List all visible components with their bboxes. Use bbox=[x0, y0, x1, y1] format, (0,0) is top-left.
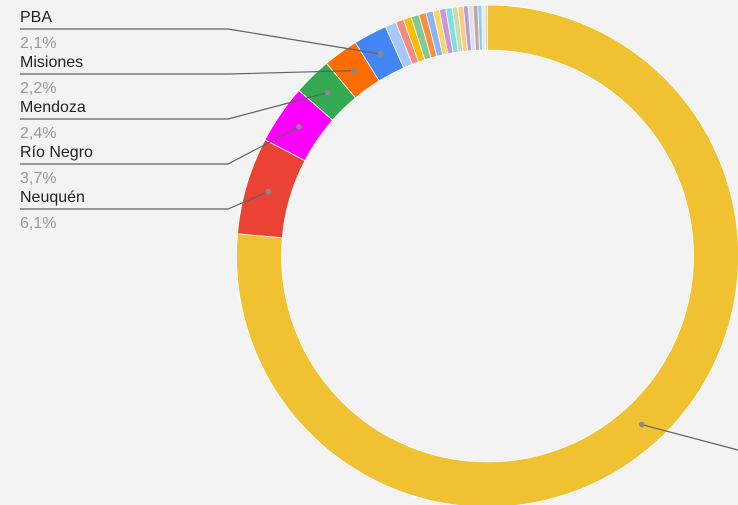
label-misiones-value: 2,2% bbox=[20, 80, 56, 97]
label-misiones-name: Misiones bbox=[20, 54, 83, 71]
mendoza-leader-line bbox=[20, 91, 329, 120]
label-rio-negro-name: Río Negro bbox=[20, 144, 93, 161]
rio-negro-leader-dot bbox=[296, 124, 302, 130]
label-rio-negro-value: 3,7% bbox=[20, 170, 56, 187]
pba-leader-line bbox=[20, 28, 381, 55]
misiones-leader-dot bbox=[350, 67, 357, 74]
rio-negro-leader-line bbox=[20, 126, 300, 165]
pba-leader-dot bbox=[377, 51, 384, 57]
neuquen-leader-dot bbox=[265, 188, 272, 195]
label-pba-name: PBA bbox=[20, 9, 52, 26]
mendoza-leader-dot bbox=[325, 89, 331, 96]
slice-main-leader-dot bbox=[638, 421, 645, 428]
slice-labels: Neuquén 6,1% Río Negro 3,7% Mendoza 2,4% Misio… bbox=[20, 9, 93, 232]
label-pba-value: 2,1% bbox=[20, 35, 56, 52]
label-neuquen-name: Neuquén bbox=[20, 189, 85, 206]
slice-main-leader-line bbox=[641, 423, 738, 451]
misiones-leader-line bbox=[20, 70, 354, 75]
leader-lines bbox=[20, 28, 738, 451]
label-neuquen-value: 6,1% bbox=[20, 215, 56, 232]
label-mendoza-name: Mendoza bbox=[20, 99, 86, 116]
slice-other-22 bbox=[484, 4, 488, 51]
neuquen-leader-line bbox=[20, 191, 269, 210]
label-mendoza-value: 2,4% bbox=[20, 125, 56, 142]
slice-other-0 bbox=[236, 4, 738, 505]
